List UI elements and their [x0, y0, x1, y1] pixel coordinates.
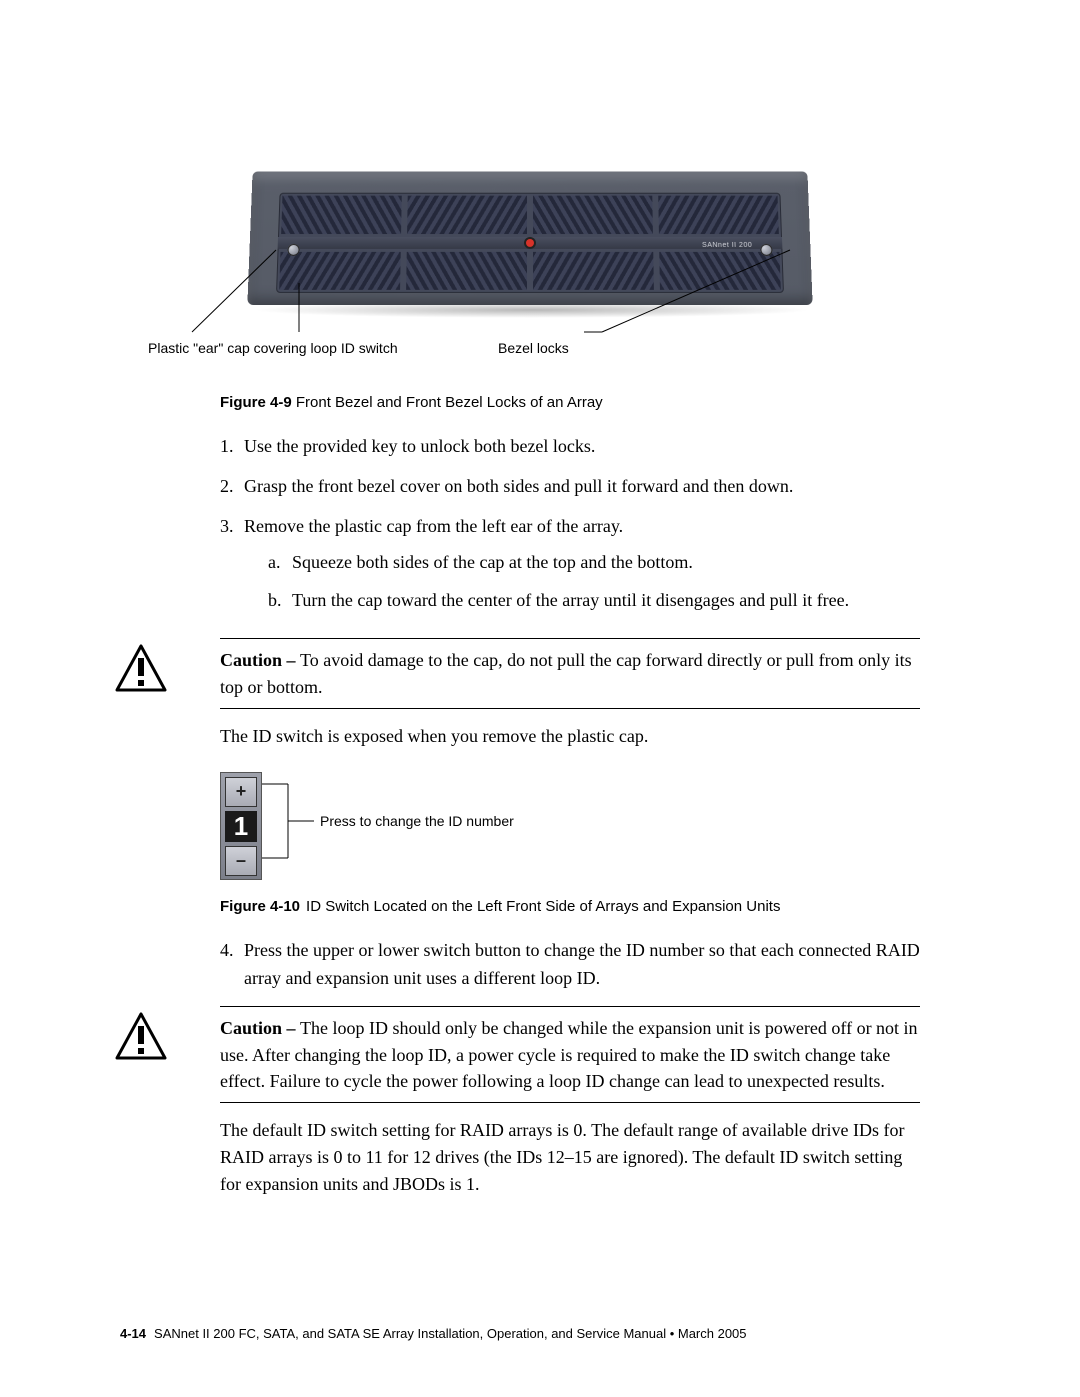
step-3: 3. Remove the plastic cap from the left … — [220, 513, 920, 625]
ear-cap-callout-label: Plastic "ear" cap covering loop ID switc… — [148, 340, 398, 356]
step-number: 4. — [220, 937, 244, 993]
caution-1-body: Caution – To avoid damage to the cap, do… — [220, 638, 920, 708]
step-text: Press the upper or lower switch button t… — [244, 937, 920, 993]
step-3a: a.Squeeze both sides of the cap at the t… — [268, 549, 849, 577]
step-text: Grasp the front bezel cover on both side… — [244, 473, 793, 501]
vent — [279, 251, 401, 289]
id-switch-minus-button: – — [225, 846, 257, 876]
id-switch-press-label: Press to change the ID number — [320, 813, 514, 829]
procedure-list-continued: 4.Press the upper or lower switch button… — [220, 937, 920, 993]
caution-block-1: Caution – To avoid damage to the cap, do… — [115, 638, 920, 708]
paragraph-exposed: The ID switch is exposed when you remove… — [220, 723, 920, 750]
vent — [659, 251, 781, 289]
bezel-lock-right — [760, 244, 772, 256]
substep-text: Turn the cap toward the center of the ar… — [292, 587, 849, 615]
caution-label: Caution – — [220, 1018, 300, 1038]
page-footer: 4-14 SANnet II 200 FC, SATA, and SATA SE … — [120, 1326, 747, 1341]
array-device: SANnet II 200 — [247, 171, 812, 305]
id-switch: + 1 – — [220, 772, 262, 880]
figure-10-caption-text: ID Switch Located on the Left Front Side… — [306, 898, 780, 915]
vent — [658, 196, 779, 234]
vent — [281, 196, 402, 234]
page-number: 4-14 — [120, 1326, 146, 1341]
content-column: SANnet II 200 Plastic "ear" cap covering… — [220, 170, 920, 1212]
step-3b: b.Turn the cap toward the center of the … — [268, 587, 849, 615]
step-text: Use the provided key to unlock both beze… — [244, 433, 595, 461]
step-1: 1.Use the provided key to unlock both be… — [220, 433, 920, 461]
step-3-body: Remove the plastic cap from the left ear… — [244, 513, 849, 625]
step-number: 1. — [220, 433, 244, 461]
sub-steps: a.Squeeze both sides of the cap at the t… — [268, 549, 849, 615]
vent — [406, 251, 527, 289]
id-switch-display: 1 — [225, 811, 257, 842]
figure-9-caption-text: Front Bezel and Front Bezel Locks of an … — [292, 394, 603, 411]
figure-10-caption: Figure 4-10 ID Switch Located on the Lef… — [220, 898, 920, 915]
vent — [533, 196, 653, 234]
sannet-label: SANnet II 200 — [702, 242, 752, 249]
substep-letter: a. — [268, 549, 292, 577]
paragraph-default: The default ID switch setting for RAID a… — [220, 1117, 920, 1198]
step-number: 2. — [220, 473, 244, 501]
footer-title: SANnet II 200 FC, SATA, and SATA SE Arra… — [154, 1326, 747, 1341]
bezel-row-top — [278, 193, 782, 237]
bezel-row-bottom — [276, 248, 784, 292]
figure-10-illustration: + 1 – Press to change the ID number — [220, 766, 920, 886]
dot-hill-logo — [526, 238, 534, 246]
figure-9-caption: Figure 4-9 Front Bezel and Front Bezel L… — [220, 394, 920, 411]
procedure-list: 1.Use the provided key to unlock both be… — [220, 433, 920, 624]
caution-label: Caution – — [220, 650, 300, 670]
warning-icon — [115, 638, 167, 708]
step-number: 3. — [220, 513, 244, 625]
caution-2-body: Caution – The loop ID should only be cha… — [220, 1006, 920, 1102]
step-4: 4.Press the upper or lower switch button… — [220, 937, 920, 993]
id-switch-plus-button: + — [225, 777, 257, 807]
substep-text: Squeeze both sides of the cap at the top… — [292, 549, 693, 577]
warning-icon — [115, 1006, 167, 1102]
caution-1-text: To avoid damage to the cap, do not pull … — [220, 650, 912, 696]
step-2: 2.Grasp the front bezel cover on both si… — [220, 473, 920, 501]
vent — [533, 251, 654, 289]
figure-10-number: Figure 4-10 — [220, 898, 300, 915]
caution-block-2: Caution – The loop ID should only be cha… — [115, 1006, 920, 1102]
page: SANnet II 200 Plastic "ear" cap covering… — [0, 0, 1080, 1397]
figure-9-number: Figure 4-9 — [220, 394, 292, 411]
bezel-locks-callout-label: Bezel locks — [498, 340, 569, 356]
caution-2-text: The loop ID should only be changed while… — [220, 1018, 918, 1090]
step-text: Remove the plastic cap from the left ear… — [244, 516, 623, 536]
figure-9-illustration: SANnet II 200 — [232, 170, 852, 350]
vent — [407, 196, 527, 234]
substep-letter: b. — [268, 587, 292, 615]
